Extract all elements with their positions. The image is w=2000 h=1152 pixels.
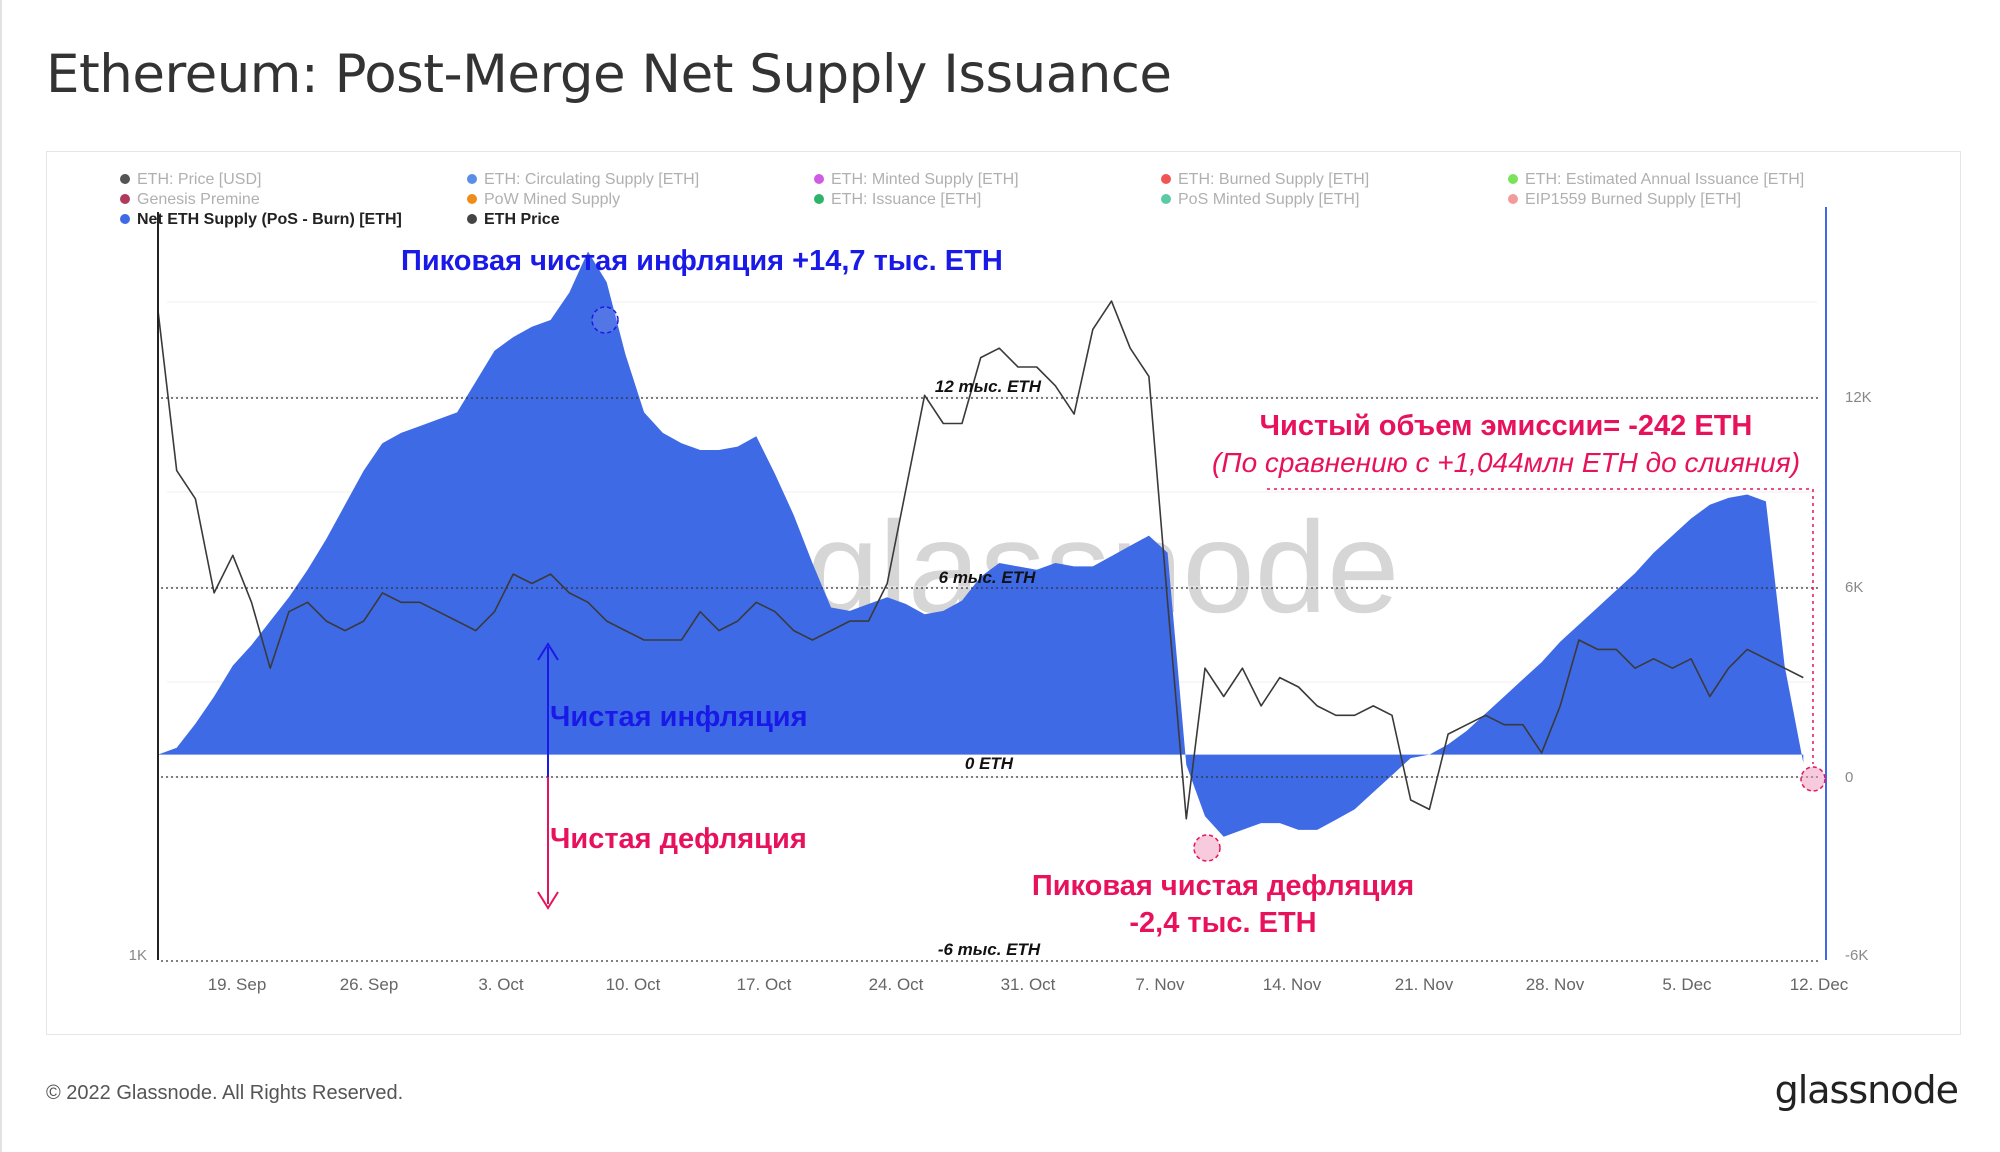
ref-label: 0 ETH (965, 754, 1014, 773)
footer-copyright: © 2022 Glassnode. All Rights Reserved. (46, 1082, 404, 1104)
x-tick: 14. Nov (1263, 975, 1322, 994)
legend-label: PoS Minted Supply [ETH] (1178, 191, 1359, 208)
peak-inflation-marker (591, 306, 619, 334)
legend-marker (1161, 194, 1171, 204)
legend-label: EIP1559 Burned Supply [ETH] (1525, 191, 1741, 208)
x-tick: 28. Nov (1526, 975, 1585, 994)
legend-marker (120, 174, 130, 184)
reference-lines: 12 тыс. ETH 6 тыс. ETH 0 ETH -6 тыс. ETH (161, 377, 1820, 962)
x-tick: 24. Oct (869, 975, 924, 994)
legend-item[interactable]: EIP1559 Burned Supply [ETH] (1508, 191, 1741, 208)
net-supply-area (158, 251, 1804, 837)
chart-container: ETH: Price [USD] ETH: Circulating Supply… (46, 151, 1961, 1035)
ref-line-12k: 12 тыс. ETH (161, 377, 1820, 399)
x-tick: 12. Dec (1790, 975, 1849, 994)
legend-label: ETH: Circulating Supply [ETH] (484, 171, 699, 188)
legend-label: ETH: Burned Supply [ETH] (1178, 171, 1369, 188)
legend-marker (1508, 174, 1518, 184)
left-axis-tick: 1K (129, 947, 147, 964)
legend-item[interactable]: ETH: Circulating Supply [ETH] (467, 171, 699, 188)
x-tick: 3. Oct (478, 975, 524, 994)
legend-item[interactable]: ETH: Burned Supply [ETH] (1161, 171, 1369, 188)
legend-marker (814, 174, 824, 184)
right-axis-tick: -6K (1845, 947, 1868, 964)
annotation-peak-deflation: Пиковая чистая дефляция (1032, 870, 1414, 902)
page-edge (0, 0, 2, 1152)
right-axis-tick: 12K (1845, 389, 1872, 406)
annotation-net-issuance: Чистый объем эмиссии= -242 ETH (1260, 410, 1753, 442)
legend-label: PoW Mined Supply (484, 191, 620, 208)
right-axis-tick: 0 (1845, 769, 1853, 786)
page-title: Ethereum: Post-Merge Net Supply Issuance (46, 44, 1172, 105)
annotation-net-inflation: Чистая инфляция (550, 701, 808, 733)
legend-marker (1508, 194, 1518, 204)
ref-line-0: 0 ETH (161, 754, 1820, 778)
x-tick: 17. Oct (737, 975, 792, 994)
legend-label: Genesis Premine (137, 191, 260, 208)
right-axis-ticks: 12K 6K 0 -6K (1845, 389, 1872, 964)
deflation-arrowhead (537, 891, 559, 910)
legend-item[interactable]: Genesis Premine (120, 191, 260, 208)
footer-brand-logo: glassnode (1774, 1068, 1959, 1112)
legend-item[interactable]: ETH Price (467, 211, 560, 228)
legend-label: ETH Price (484, 211, 560, 228)
x-tick: 19. Sep (208, 975, 267, 994)
legend-marker (467, 174, 477, 184)
ref-line-6k: 6 тыс. ETH (161, 568, 1820, 589)
legend-label: ETH: Price [USD] (137, 171, 261, 188)
right-axis-tick: 6K (1845, 579, 1863, 596)
x-tick: 26. Sep (340, 975, 399, 994)
legend-item[interactable]: ETH: Estimated Annual Issuance [ETH] (1508, 171, 1804, 188)
x-tick: 21. Nov (1395, 975, 1454, 994)
annotation-net-deflation: Чистая дефляция (550, 823, 807, 855)
x-tick: 7. Nov (1135, 975, 1185, 994)
inflation-arrowhead (537, 642, 559, 661)
legend-item[interactable]: PoS Minted Supply [ETH] (1161, 191, 1359, 208)
legend-marker (120, 214, 130, 224)
annotation-comparison: (По сравнению с +1,044млн ETH до слияния… (1212, 447, 1800, 478)
legend-marker (814, 194, 824, 204)
current-value-marker (1800, 766, 1826, 792)
annotations: Пиковая чистая инфляция +14,7 тыс. ETH Ч… (401, 245, 1826, 939)
x-tick: 5. Dec (1662, 975, 1712, 994)
legend-marker (1161, 174, 1171, 184)
legend-label: Net ETH Supply (PoS - Burn) [ETH] (137, 211, 402, 228)
legend-item[interactable]: Net ETH Supply (PoS - Burn) [ETH] (120, 211, 402, 228)
legend-item[interactable]: ETH: Minted Supply [ETH] (814, 171, 1019, 188)
legend-item[interactable]: ETH: Price [USD] (120, 171, 261, 188)
ref-label: 6 тыс. ETH (939, 568, 1036, 587)
legend-marker (467, 214, 477, 224)
eth-price-line (157, 300, 1804, 820)
legend-item[interactable]: PoW Mined Supply (467, 191, 620, 208)
ref-label: -6 тыс. ETH (938, 940, 1041, 959)
legend-item[interactable]: ETH: Issuance [ETH] (814, 191, 981, 208)
peak-deflation-marker (1193, 834, 1221, 862)
x-tick: 10. Oct (606, 975, 661, 994)
ref-label: 12 тыс. ETH (935, 377, 1042, 396)
series-layer (157, 251, 1804, 837)
annotation-peak-inflation: Пиковая чистая инфляция +14,7 тыс. ETH (401, 245, 1003, 277)
chart-svg: ETH: Price [USD] ETH: Circulating Supply… (120, 171, 1872, 994)
annotation-peak-deflation-value: -2,4 тыс. ETH (1129, 907, 1316, 939)
legend-label: ETH: Minted Supply [ETH] (831, 171, 1019, 188)
legend-marker (120, 194, 130, 204)
legend-marker (467, 194, 477, 204)
legend: ETH: Price [USD] ETH: Circulating Supply… (120, 171, 1804, 228)
ref-line-neg6k: -6 тыс. ETH (161, 940, 1820, 962)
legend-label: ETH: Issuance [ETH] (831, 191, 981, 208)
x-axis-ticks: 19. Sep 26. Sep 3. Oct 10. Oct 17. Oct 2… (208, 975, 1849, 994)
legend-label: ETH: Estimated Annual Issuance [ETH] (1525, 171, 1804, 188)
x-tick: 31. Oct (1001, 975, 1056, 994)
